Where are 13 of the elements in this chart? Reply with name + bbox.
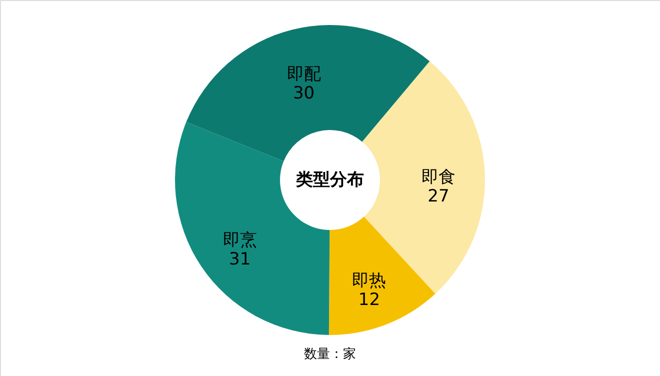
donut-slice: [328, 216, 436, 335]
slice-label: 即配: [286, 64, 321, 85]
slice-label: 即烹: [222, 230, 257, 250]
text: 类型分布: [295, 170, 364, 190]
text: 数量：家: [304, 346, 356, 362]
data-label: 31: [229, 249, 251, 270]
data-label: 12: [358, 290, 380, 310]
data-label: 30: [292, 84, 315, 104]
slice-label: 即热: [352, 271, 386, 292]
donut-slice: [186, 25, 430, 162]
slice-label: 即食: [421, 167, 456, 188]
donut-slice: [175, 122, 330, 335]
data-label: 27: [428, 186, 450, 206]
